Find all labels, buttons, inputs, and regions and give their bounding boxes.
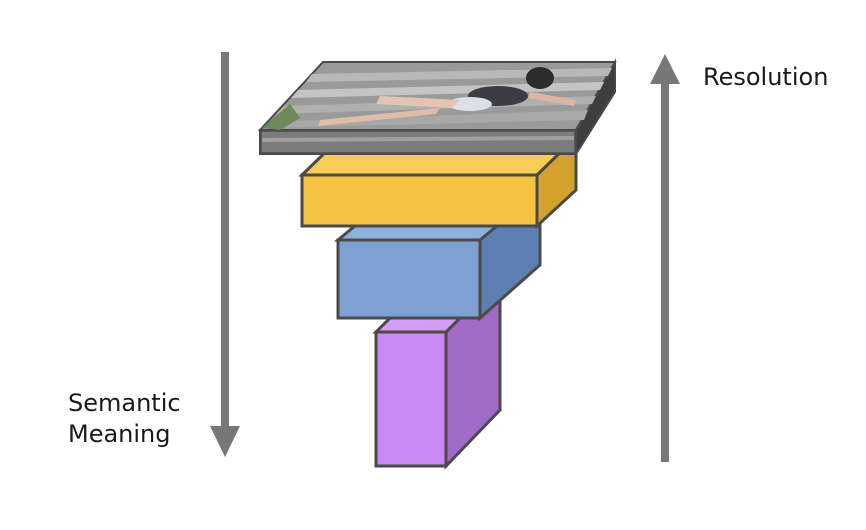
semantic-meaning-label: Semantic Meaning: [68, 388, 181, 450]
resolution-arrow-head: [650, 54, 680, 84]
resolution-label: Resolution: [703, 63, 829, 91]
resolution-arrow: [650, 54, 680, 462]
semantic-label-line-1: Semantic: [68, 389, 181, 417]
image-layer: [257, 58, 617, 158]
blue-block-front: [336, 238, 482, 320]
semantic-arrow-head: [210, 426, 240, 457]
semantic-arrow-shaft: [221, 52, 229, 427]
resolution-arrow-shaft: [661, 82, 669, 462]
purple-block-front: [374, 330, 448, 468]
semantic-label-line-2: Meaning: [68, 420, 171, 448]
photo-of-person-sitting-icon: [257, 61, 617, 150]
semantic-arrow: [210, 52, 240, 457]
yellow-block-front: [300, 173, 539, 228]
